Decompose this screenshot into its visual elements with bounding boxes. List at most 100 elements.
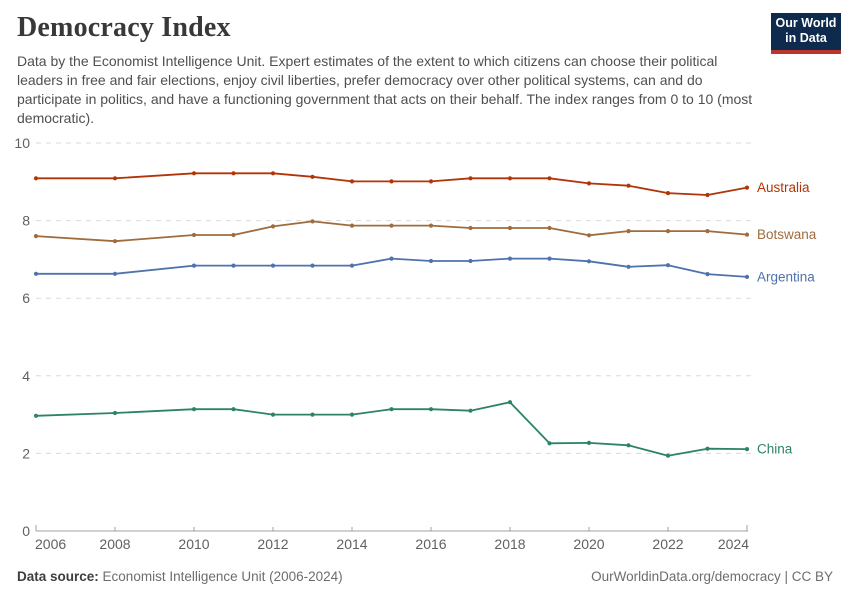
x-axis-label-2010: 2010 bbox=[178, 536, 209, 552]
data-point-botswana-2013 bbox=[310, 219, 315, 224]
data-point-australia-2022 bbox=[665, 191, 671, 196]
data-point-botswana-2020 bbox=[586, 233, 592, 238]
data-point-argentina-2021 bbox=[626, 264, 631, 269]
data-point-australia-2014 bbox=[349, 179, 355, 184]
data-point-argentina-2014 bbox=[349, 263, 355, 268]
data-point-china-2020 bbox=[586, 440, 592, 445]
data-point-botswana-2018 bbox=[507, 225, 513, 231]
data-point-china-2016 bbox=[428, 407, 434, 412]
data-point-botswana-2012 bbox=[270, 224, 276, 229]
x-axis-label-2012: 2012 bbox=[257, 536, 288, 552]
data-point-australia-2008 bbox=[112, 176, 118, 181]
owid-license-link[interactable]: OurWorldinData.org/democracy | CC BY bbox=[591, 569, 833, 584]
data-point-china-2018 bbox=[507, 400, 513, 405]
data-point-botswana-2011 bbox=[231, 232, 236, 238]
data-point-botswana-2021 bbox=[626, 229, 631, 234]
data-point-australia-2013 bbox=[310, 174, 315, 179]
chart-subtitle: Data by the Economist Intelligence Unit.… bbox=[17, 53, 753, 126]
data-point-china-2012 bbox=[270, 412, 276, 417]
data-point-australia-2023 bbox=[705, 192, 710, 198]
data-source-label: Data source: bbox=[17, 569, 99, 584]
data-point-argentina-2023 bbox=[705, 272, 710, 277]
data-source-text: Economist Intelligence Unit (2006-2024) bbox=[102, 569, 343, 584]
x-axis-label-2022: 2022 bbox=[652, 536, 683, 552]
data-point-australia-2012 bbox=[270, 171, 276, 176]
data-point-argentina-2017 bbox=[468, 258, 473, 264]
data-point-australia-2016 bbox=[428, 179, 434, 184]
data-point-australia-2020 bbox=[586, 181, 592, 186]
data-point-china-2010 bbox=[191, 407, 197, 412]
data-point-botswana-2016 bbox=[428, 223, 434, 228]
data-point-australia-2019 bbox=[547, 176, 552, 181]
series-label-australia: Australia bbox=[757, 180, 810, 195]
owid-logo[interactable]: Our World in Data bbox=[771, 13, 841, 54]
data-point-botswana-2023 bbox=[705, 229, 710, 234]
data-point-argentina-2010 bbox=[191, 263, 197, 268]
data-point-botswana-2019 bbox=[547, 225, 552, 231]
data-point-argentina-2006 bbox=[33, 271, 39, 276]
owid-logo-line1: Our World bbox=[775, 16, 837, 30]
data-point-china-2021 bbox=[626, 443, 631, 448]
y-axis-label-6: 6 bbox=[22, 290, 30, 306]
data-point-argentina-2015 bbox=[389, 256, 394, 261]
data-point-australia-2015 bbox=[389, 179, 394, 184]
data-point-botswana-2015 bbox=[389, 223, 394, 228]
data-point-argentina-2011 bbox=[231, 263, 236, 268]
series-label-argentina: Argentina bbox=[757, 269, 815, 284]
data-point-argentina-2008 bbox=[112, 271, 118, 276]
data-point-australia-2024 bbox=[744, 185, 750, 190]
data-point-argentina-2020 bbox=[586, 259, 592, 264]
data-point-china-2014 bbox=[349, 412, 355, 417]
chart-header: Democracy Index Data by the Economist In… bbox=[17, 12, 757, 128]
owid-logo-line2: in Data bbox=[785, 31, 827, 45]
x-axis-label-2018: 2018 bbox=[494, 536, 525, 552]
data-point-china-2022 bbox=[665, 453, 671, 458]
data-point-botswana-2024 bbox=[744, 232, 750, 237]
data-source-note: Data source: Economist Intelligence Unit… bbox=[17, 569, 343, 584]
data-point-argentina-2019 bbox=[547, 256, 552, 261]
data-point-china-2015 bbox=[389, 407, 394, 412]
series-line-argentina bbox=[36, 257, 748, 278]
x-axis-label-2016: 2016 bbox=[415, 536, 446, 552]
data-point-china-2011 bbox=[231, 407, 236, 412]
y-axis-label-4: 4 bbox=[22, 368, 30, 384]
y-axis-label-10: 10 bbox=[14, 135, 30, 151]
data-point-botswana-2008 bbox=[112, 239, 118, 244]
page-title: Democracy Index bbox=[17, 12, 231, 43]
data-point-argentina-2022 bbox=[665, 263, 671, 268]
data-point-botswana-2006 bbox=[33, 234, 39, 239]
data-point-botswana-2014 bbox=[349, 223, 355, 228]
data-point-china-2013 bbox=[310, 412, 315, 417]
data-point-botswana-2017 bbox=[468, 225, 473, 231]
data-point-argentina-2012 bbox=[270, 263, 276, 268]
y-axis-label-8: 8 bbox=[22, 213, 30, 229]
data-point-australia-2017 bbox=[468, 176, 473, 181]
x-axis-label-2008: 2008 bbox=[99, 536, 130, 552]
series-label-china: China bbox=[757, 442, 793, 457]
data-point-australia-2006 bbox=[33, 176, 39, 181]
data-point-china-2019 bbox=[547, 441, 552, 446]
data-point-australia-2011 bbox=[231, 171, 236, 176]
data-point-australia-2010 bbox=[191, 171, 197, 176]
data-point-argentina-2018 bbox=[507, 256, 513, 261]
data-point-china-2024 bbox=[744, 447, 750, 452]
chart-footer: Data source: Economist Intelligence Unit… bbox=[17, 569, 833, 584]
data-point-australia-2018 bbox=[507, 176, 513, 181]
x-axis-label-2006: 2006 bbox=[35, 536, 66, 552]
data-point-argentina-2024 bbox=[744, 274, 750, 279]
data-point-china-2008 bbox=[112, 410, 118, 416]
data-point-china-2017 bbox=[468, 408, 473, 413]
y-axis-label-0: 0 bbox=[22, 523, 30, 539]
y-axis-label-2: 2 bbox=[22, 445, 30, 461]
data-point-china-2006 bbox=[33, 413, 39, 418]
data-point-botswana-2010 bbox=[191, 232, 197, 238]
data-point-botswana-2022 bbox=[665, 229, 671, 234]
data-point-australia-2021 bbox=[626, 183, 631, 188]
data-point-argentina-2016 bbox=[428, 258, 434, 264]
data-point-china-2023 bbox=[705, 446, 710, 451]
series-line-australia bbox=[36, 172, 748, 196]
x-axis-label-2014: 2014 bbox=[336, 536, 367, 552]
series-label-botswana: Botswana bbox=[757, 227, 817, 242]
